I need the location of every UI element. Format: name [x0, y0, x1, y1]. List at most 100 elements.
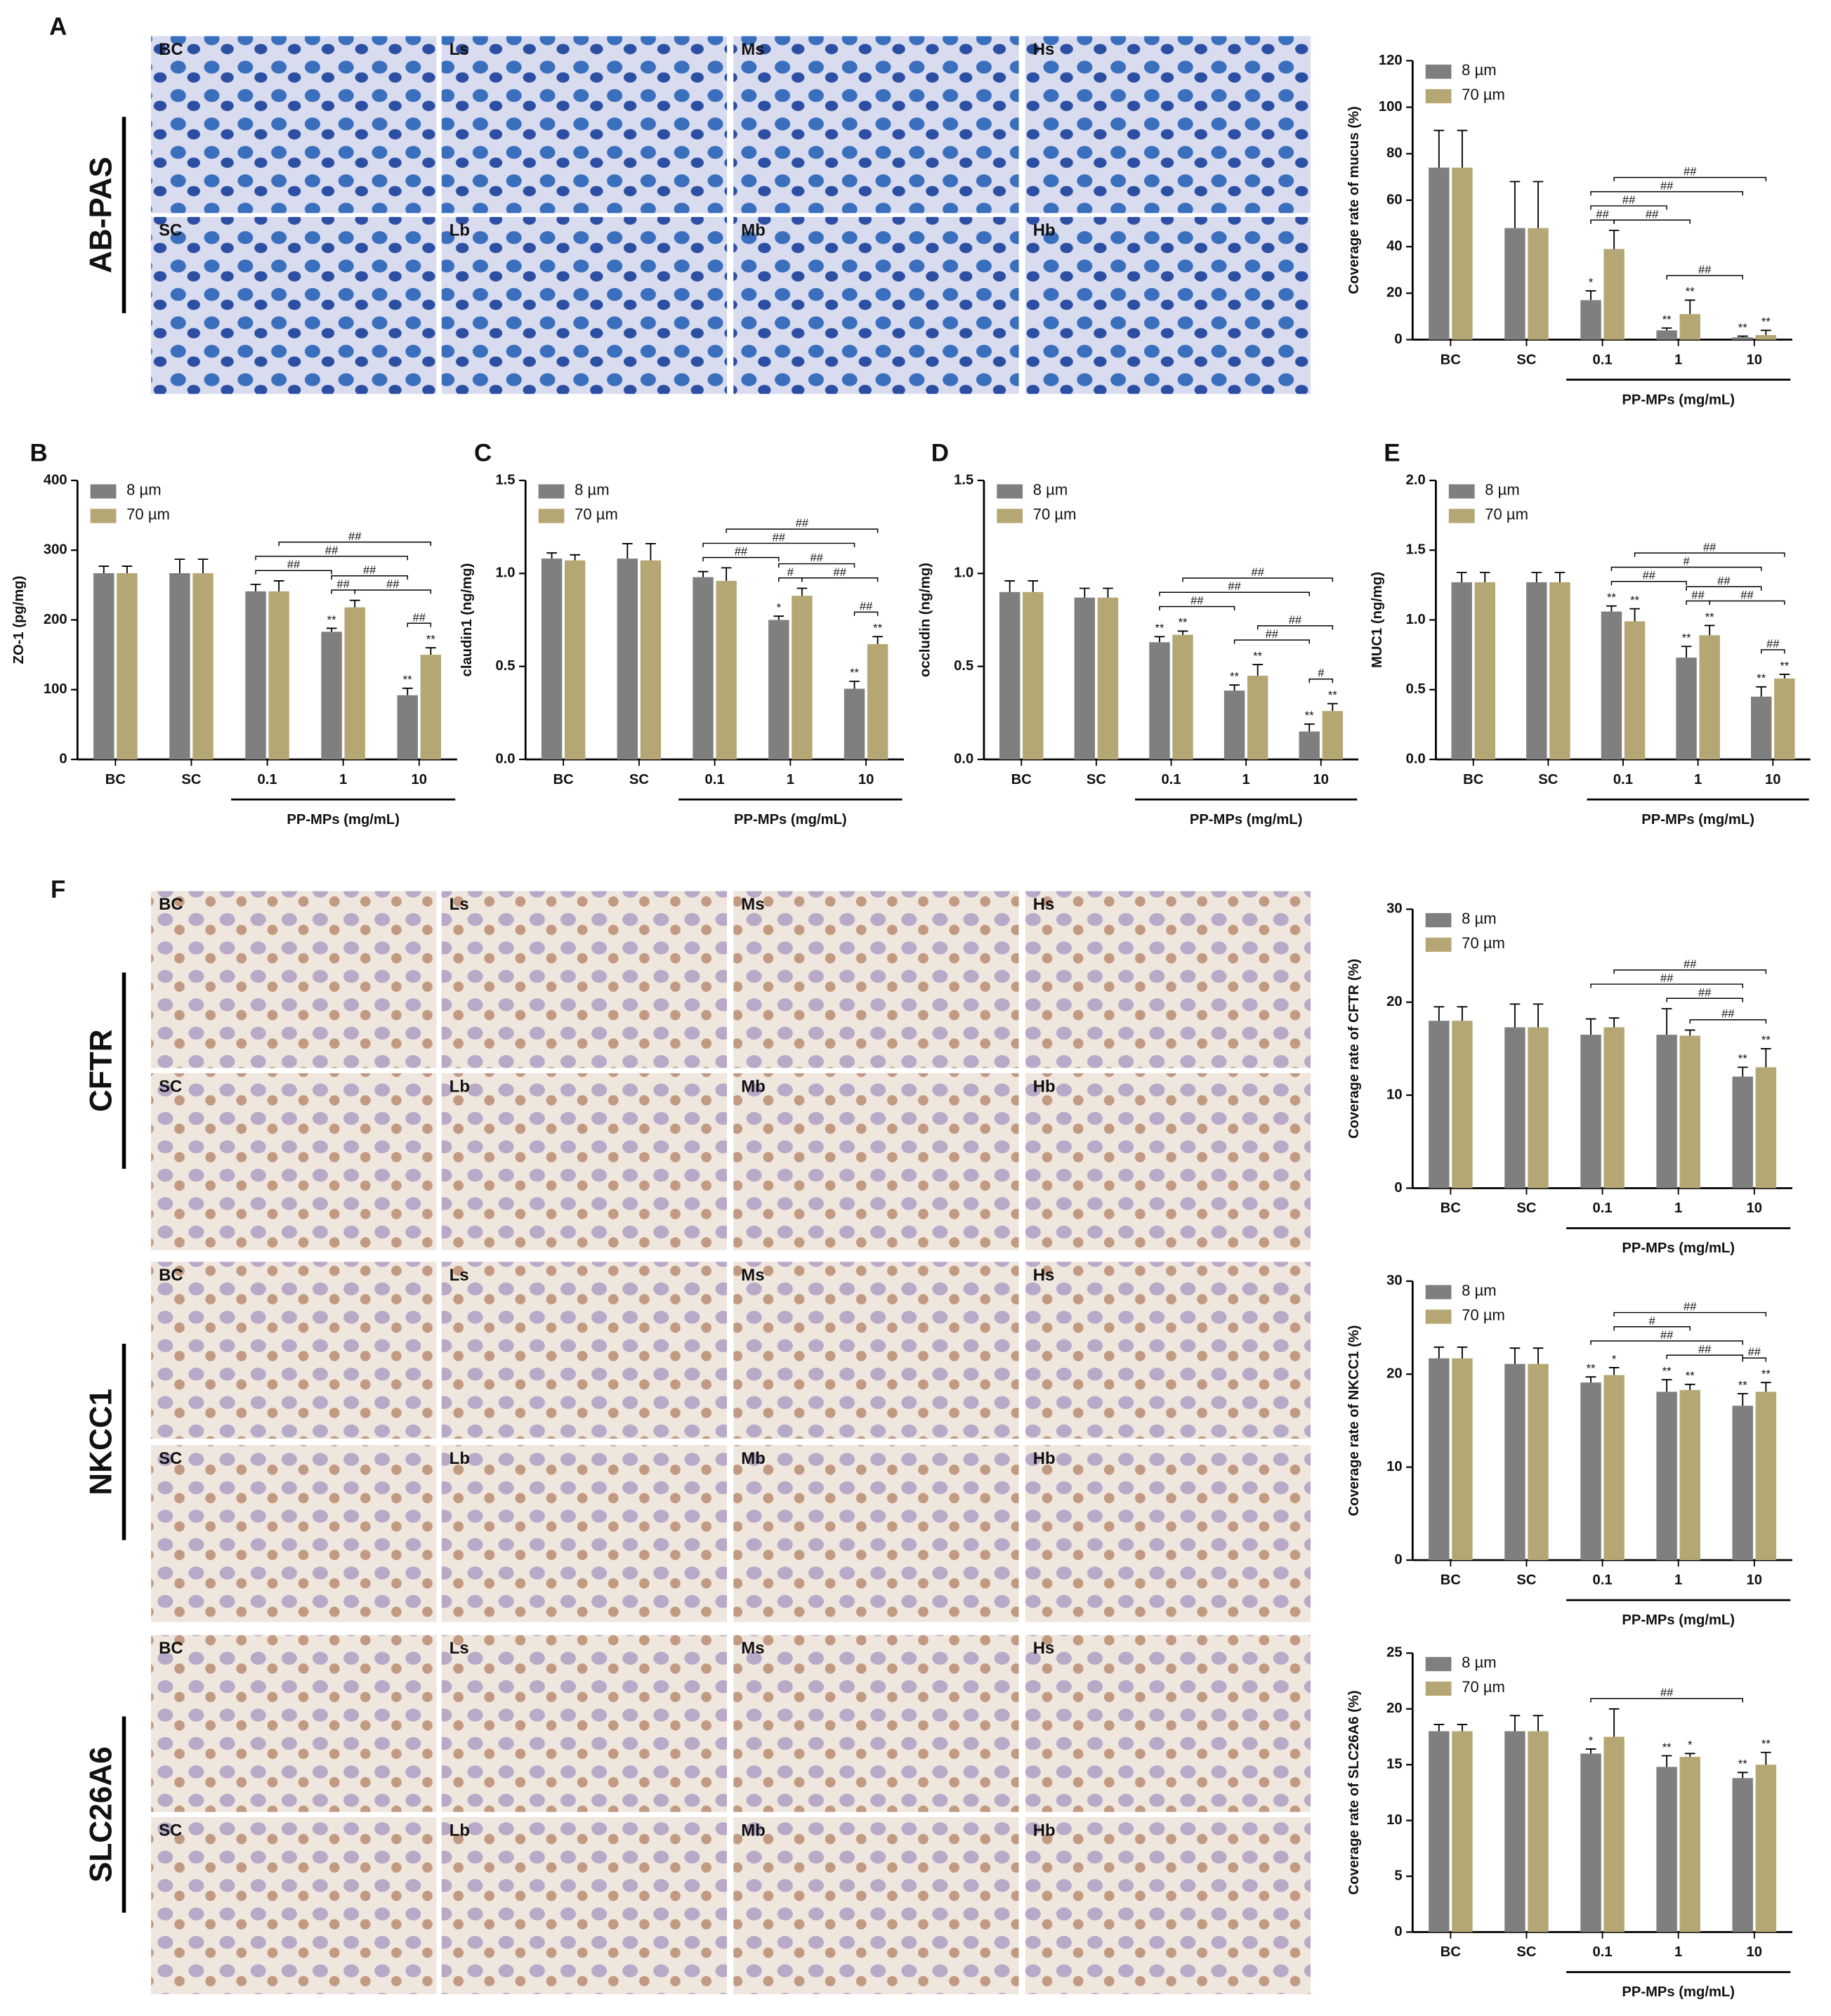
bar [1247, 675, 1268, 760]
legend-label: 70 µm [1462, 934, 1505, 952]
legend-swatch [1448, 509, 1475, 523]
legend-swatch [1425, 1285, 1452, 1300]
bracket-label: ## [325, 544, 339, 557]
significance: ** [1155, 622, 1164, 635]
bracket [1590, 1698, 1743, 1703]
significance: ** [1761, 1737, 1771, 1750]
significance: ** [1761, 1033, 1771, 1047]
x-tick-label: 0.1 [1593, 1573, 1613, 1588]
bar [640, 560, 662, 760]
legend-label: 8 µm [1462, 1654, 1496, 1671]
bar [564, 560, 586, 760]
legend-label: 8 µm [1462, 61, 1496, 79]
bracket-label: ## [1643, 569, 1656, 582]
significance: * [1612, 1352, 1617, 1366]
bar [1580, 1382, 1601, 1560]
bracket-label: ## [1660, 179, 1674, 192]
bracket [1613, 219, 1691, 224]
significance: ** [1682, 631, 1691, 645]
error-bar [1028, 580, 1039, 592]
micrograph [441, 36, 728, 214]
bar [1149, 642, 1170, 760]
error-bar [1585, 1376, 1596, 1383]
bracket [331, 575, 408, 580]
x-tick-label: 10 [412, 772, 427, 787]
bar [1679, 1035, 1700, 1189]
bar [1322, 711, 1344, 760]
error-bar [645, 543, 656, 561]
y-tick-label: 20 [1386, 1366, 1402, 1382]
bracket [1760, 649, 1785, 654]
micrograph [733, 1445, 1019, 1623]
bracket [1256, 625, 1334, 630]
significance: ** [1587, 1362, 1596, 1375]
error-bar [1457, 1006, 1468, 1021]
bracket-label: ## [1698, 263, 1712, 276]
bar [1452, 1021, 1473, 1189]
bar [1429, 1358, 1450, 1560]
bar [1751, 696, 1772, 760]
bar [1603, 1736, 1625, 1932]
bar [1603, 249, 1625, 340]
bar [617, 558, 638, 760]
bracket-label: ## [287, 558, 301, 571]
y-axis-label: Coverage rate of CFTR (%) [1346, 959, 1362, 1139]
y-tick-label: 20 [1386, 1701, 1402, 1716]
micrograph-label: Hs [1033, 895, 1055, 914]
x-tick-label: 0.1 [705, 772, 725, 787]
bracket-label: ## [1289, 613, 1302, 627]
legend-swatch [1425, 1309, 1452, 1324]
y-tick-label: 200 [44, 612, 67, 627]
y-tick-label: 30 [1386, 1273, 1402, 1288]
error-bar [1154, 636, 1165, 643]
significance: ** [1230, 670, 1239, 683]
error-bar [174, 558, 185, 573]
error-bar [546, 552, 557, 559]
group-label: PP-MPs (mg/mL) [1641, 812, 1754, 827]
x-tick-label: 1 [1674, 1944, 1682, 1960]
micrograph [441, 216, 728, 394]
legend-label: 8 µm [1462, 910, 1496, 927]
y-tick-label: 40 [1386, 239, 1402, 254]
bracket-label: ## [1190, 594, 1204, 607]
micrograph-label: Hb [1033, 1449, 1056, 1468]
error-bar [1608, 230, 1620, 249]
x-tick-label: 10 [1747, 1200, 1762, 1216]
error-bar [1608, 1017, 1620, 1028]
error-bar [1509, 1003, 1521, 1028]
y-axis-label: Coverage rate of NKCC1 (%) [1346, 1325, 1362, 1516]
significance: ** [1607, 591, 1616, 604]
bar [1755, 334, 1777, 340]
bar [1504, 1363, 1525, 1560]
y-tick-label: 0.0 [954, 751, 973, 766]
bracket [1666, 275, 1743, 280]
bracket-label: # [1683, 555, 1690, 568]
bar [1624, 621, 1646, 760]
error-bar [349, 599, 360, 608]
micrograph [151, 36, 437, 214]
bracket-label: ## [1748, 1345, 1761, 1359]
legend-label: 8 µm [1485, 480, 1519, 498]
bracket [1308, 678, 1334, 683]
legend-label: 70 µm [1462, 86, 1505, 103]
micrograph-label: Lb [449, 1449, 470, 1468]
bar [1676, 657, 1697, 760]
micrograph-label: BC [159, 1639, 183, 1658]
bracket-label: ## [735, 545, 748, 558]
error-bar [402, 687, 413, 695]
bracket-label: ## [1660, 971, 1674, 985]
error-bar [1433, 1346, 1445, 1359]
bracket-label: ## [796, 516, 809, 530]
error-bar [1457, 1346, 1468, 1359]
bracket [255, 556, 408, 561]
x-tick-label: 1 [1674, 352, 1682, 367]
bar [1504, 1731, 1525, 1932]
bar [1549, 582, 1570, 760]
micrograph-label: Mb [741, 1449, 765, 1468]
bracket-label: ## [386, 577, 400, 591]
error-bar [273, 580, 284, 591]
x-tick-label: 10 [1765, 772, 1780, 787]
significance: ** [327, 613, 336, 627]
y-tick-label: 15 [1386, 1757, 1402, 1772]
